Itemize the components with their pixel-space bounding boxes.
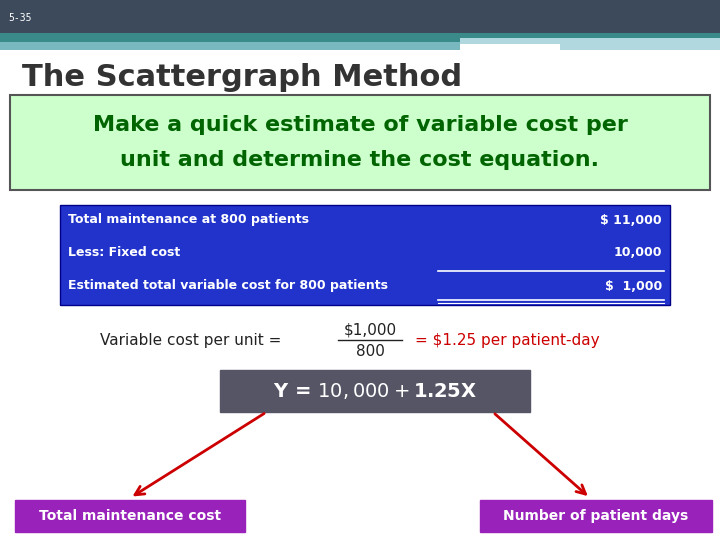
Bar — [10, 95, 710, 190]
Text: Estimated total variable cost for 800 patients: Estimated total variable cost for 800 pa… — [68, 280, 388, 293]
Text: = $1.25 per patient-day: = $1.25 per patient-day — [415, 333, 600, 348]
Text: Y = $10,000 + $1.25X: Y = $10,000 + $1.25X — [273, 381, 477, 401]
Bar — [480, 500, 712, 532]
Text: Less: Fixed cost: Less: Fixed cost — [68, 246, 180, 260]
Text: The Scattergraph Method: The Scattergraph Method — [22, 64, 462, 92]
Bar — [560, 38, 720, 50]
Bar — [0, 33, 720, 42]
Bar — [15, 500, 245, 532]
Text: 10,000: 10,000 — [613, 246, 662, 260]
Text: $1,000: $1,000 — [343, 322, 397, 338]
Text: Make a quick estimate of variable cost per: Make a quick estimate of variable cost p… — [93, 115, 627, 135]
Text: Total maintenance at 800 patients: Total maintenance at 800 patients — [68, 213, 309, 226]
Text: unit and determine the cost equation.: unit and determine the cost equation. — [120, 150, 600, 170]
Text: $ 11,000: $ 11,000 — [600, 213, 662, 226]
Bar — [460, 38, 720, 44]
Text: $  1,000: $ 1,000 — [605, 280, 662, 293]
Bar — [0, 0, 720, 33]
Text: 800: 800 — [356, 345, 384, 360]
Text: Total maintenance cost: Total maintenance cost — [39, 509, 221, 523]
Text: 5-35: 5-35 — [8, 13, 32, 23]
Bar — [0, 42, 460, 50]
Text: Variable cost per unit =: Variable cost per unit = — [100, 333, 282, 348]
Text: Number of patient days: Number of patient days — [503, 509, 688, 523]
Bar — [60, 205, 670, 305]
Bar — [220, 370, 530, 412]
